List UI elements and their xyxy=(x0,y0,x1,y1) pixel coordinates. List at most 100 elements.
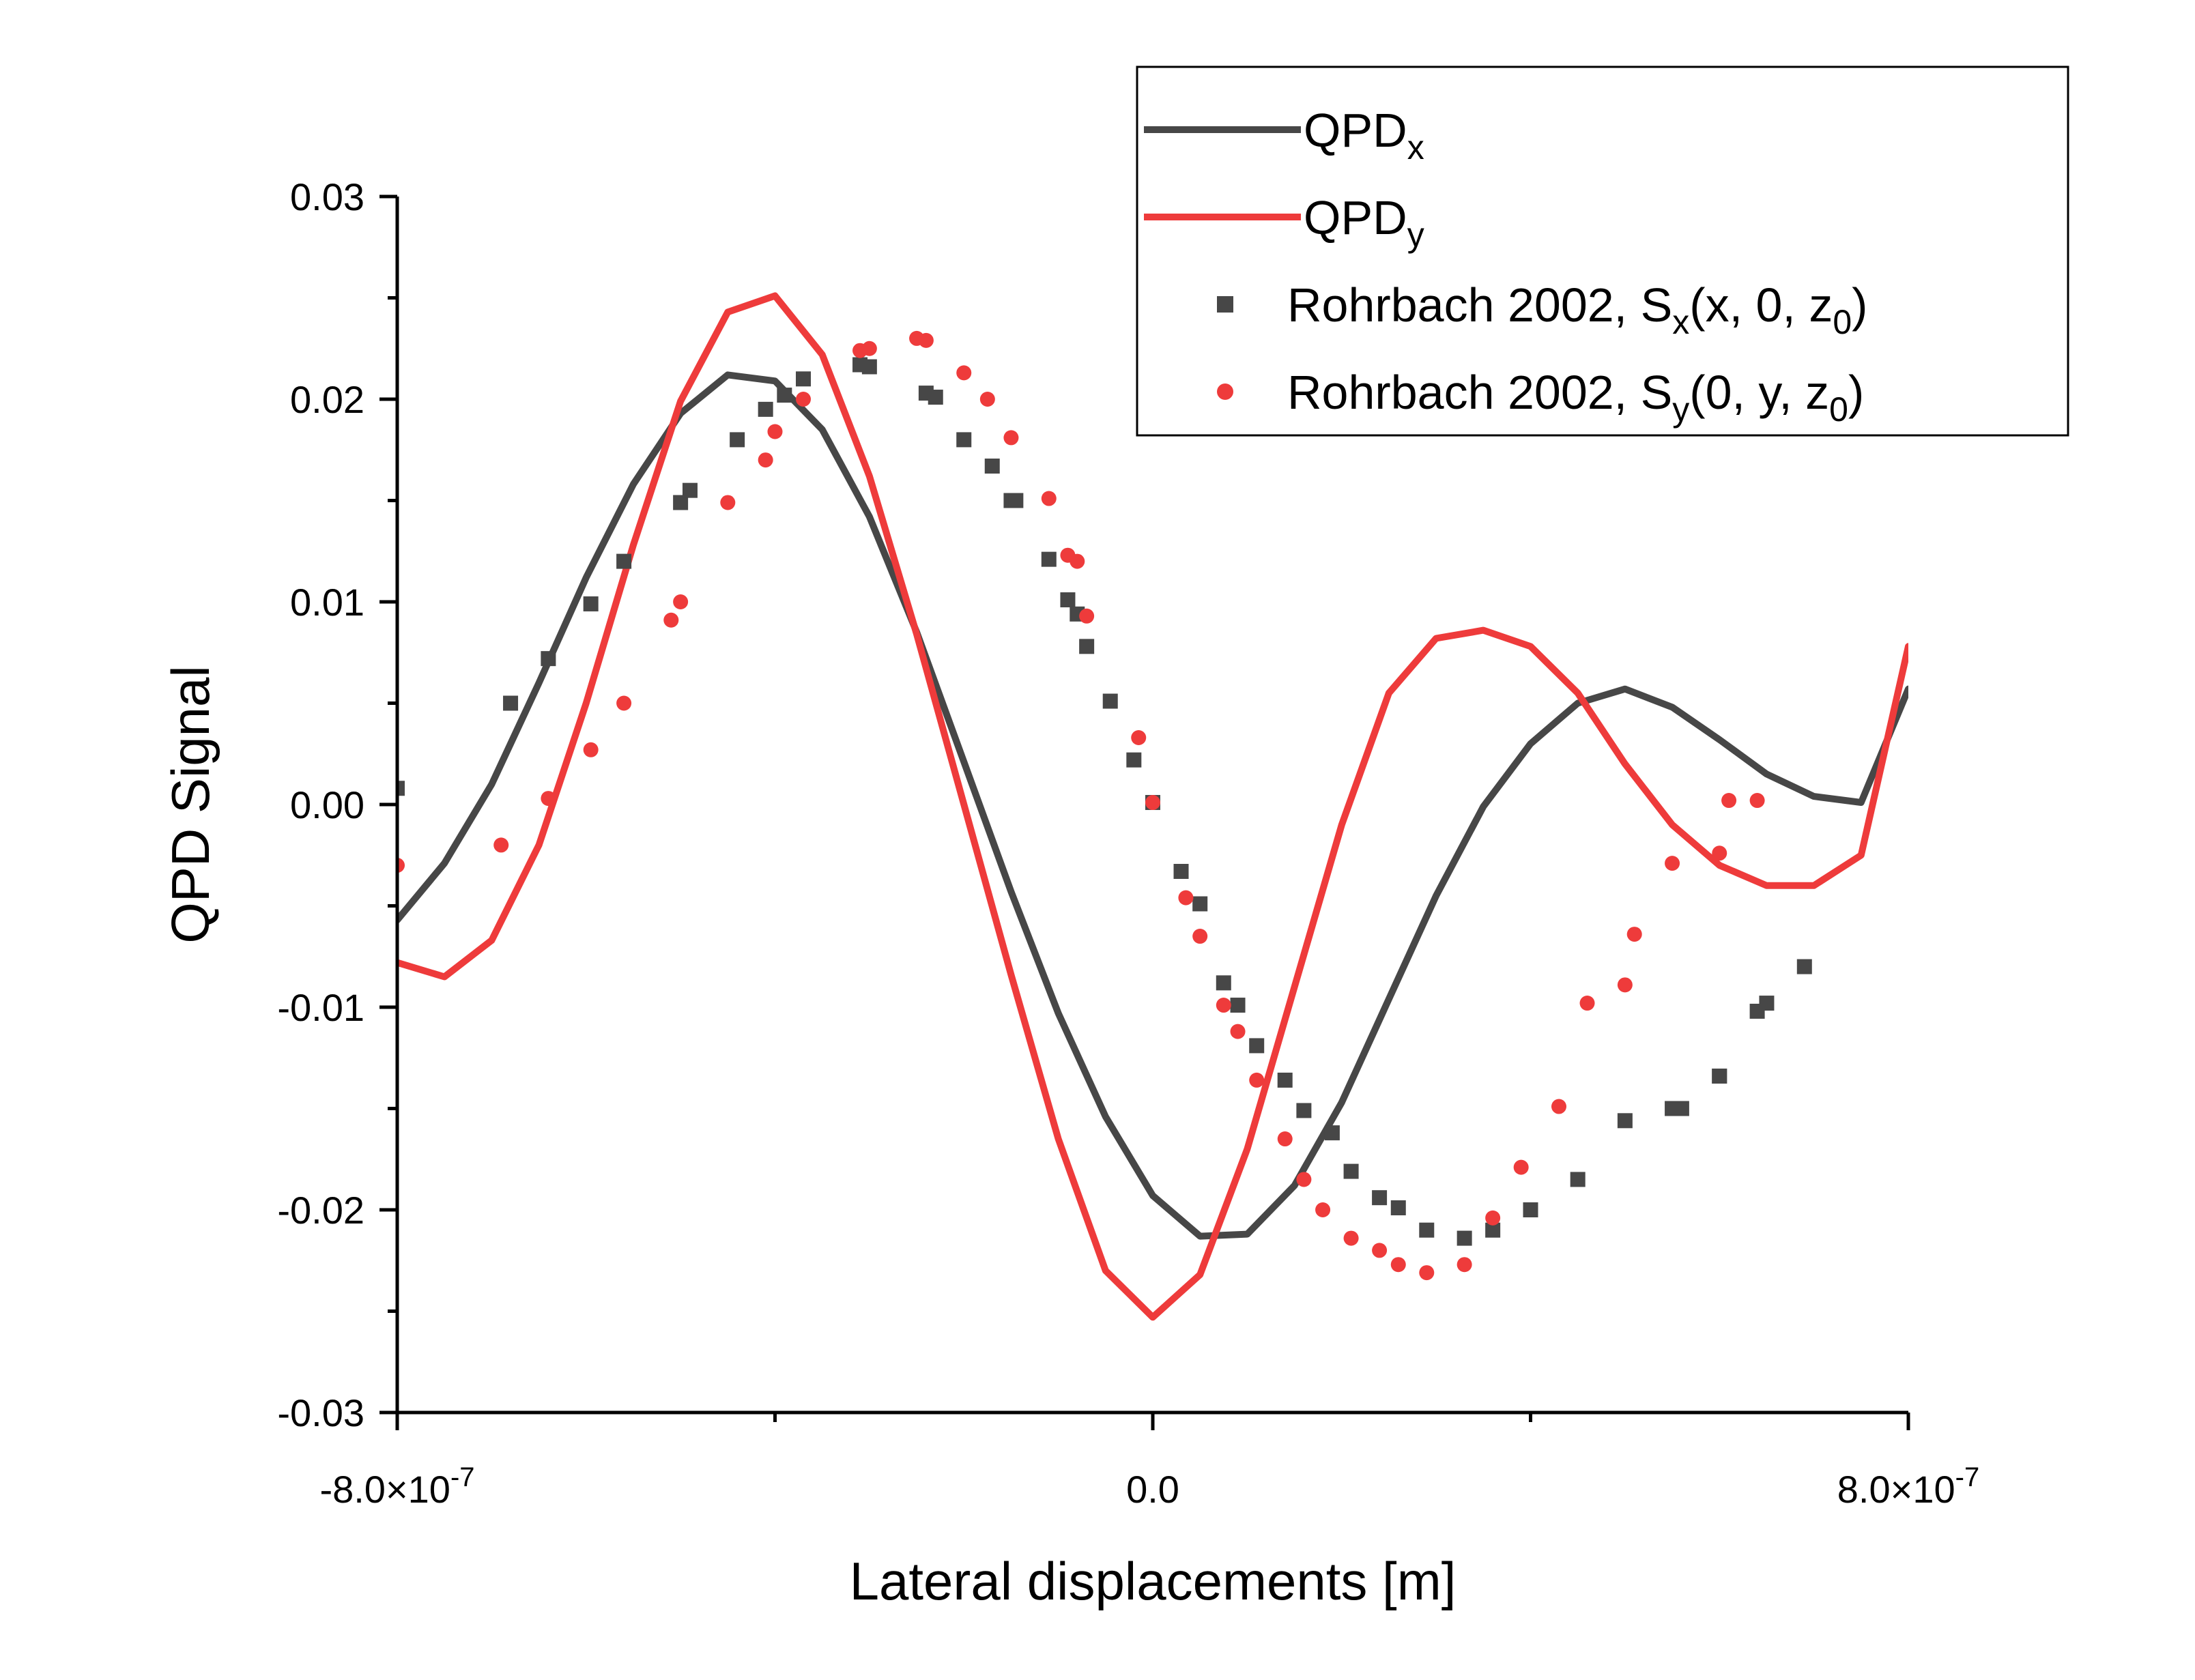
data-point-sx xyxy=(984,459,1000,474)
data-point-sx xyxy=(503,695,519,711)
data-point-sy xyxy=(663,612,679,628)
data-point-sx xyxy=(1570,1172,1586,1187)
data-point-sy xyxy=(1216,998,1231,1013)
data-point-sy xyxy=(1579,996,1595,1011)
data-point-sx xyxy=(956,432,972,448)
data-point-sy xyxy=(673,594,689,609)
data-point-sx xyxy=(1759,996,1775,1011)
data-point-sx xyxy=(673,495,689,510)
data-point-sy xyxy=(1665,856,1680,871)
data-point-sx xyxy=(1372,1190,1388,1206)
data-point-sx xyxy=(1008,493,1024,508)
data-point-sy xyxy=(583,742,599,757)
series-line-y xyxy=(397,292,1908,1321)
data-point-sy xyxy=(1315,1202,1331,1217)
legend-swatch-square xyxy=(1217,296,1233,313)
data-point-sy xyxy=(1145,795,1160,811)
data-point-sy xyxy=(979,392,995,407)
data-point-sx xyxy=(758,401,773,417)
data-point-sy xyxy=(1617,977,1633,993)
data-point-sy xyxy=(1079,608,1095,624)
series-layer xyxy=(397,292,1908,1321)
legend-label: QPDx xyxy=(1304,104,1424,166)
y-tick-label: 0.00 xyxy=(290,783,364,826)
data-point-sy xyxy=(720,495,736,510)
data-point-sy xyxy=(1003,430,1019,446)
data-point-sy xyxy=(1712,845,1727,861)
data-point-sy xyxy=(397,858,405,873)
data-point-sy xyxy=(1419,1265,1435,1281)
data-point-sx xyxy=(928,390,943,405)
data-point-sy xyxy=(1041,491,1057,506)
data-point-sy xyxy=(541,791,556,807)
data-point-sx xyxy=(1079,639,1095,654)
data-point-sx xyxy=(1173,864,1189,880)
data-point-sx xyxy=(1390,1200,1406,1216)
legend: QPDx QPDy Rohrbach 2002, Sx(x, 0, z0) Rohrb… xyxy=(1136,66,2069,437)
axes-layer: 0.03 0.02 0.01 0.00 -0.01 -0.02 -0.03 -8.0×10-7… xyxy=(277,175,1979,1511)
data-point-sx xyxy=(1712,1068,1727,1084)
data-point-sy xyxy=(1485,1210,1501,1226)
y-tick-label: -0.02 xyxy=(277,1189,364,1232)
data-point-sx xyxy=(616,553,632,569)
data-point-sx xyxy=(1041,551,1057,567)
legend-swatch-circle xyxy=(1217,383,1233,400)
data-point-sy xyxy=(1070,553,1085,569)
y-tick-label: -0.03 xyxy=(277,1391,364,1434)
data-point-sy xyxy=(767,424,783,439)
y-tick-label: 0.03 xyxy=(290,175,364,218)
data-point-sx xyxy=(1277,1072,1293,1088)
legend-label: QPDy xyxy=(1304,191,1424,254)
data-point-sx xyxy=(1192,896,1208,912)
data-point-sy xyxy=(493,837,509,853)
y-axis-title: QPD Signal xyxy=(160,665,220,944)
data-point-sy xyxy=(1372,1243,1388,1258)
data-point-sy xyxy=(1178,890,1194,906)
data-point-sx xyxy=(1249,1038,1265,1054)
x-axis-title: Lateral displacements [m] xyxy=(850,1551,1457,1611)
data-point-sx xyxy=(1230,998,1246,1013)
data-point-sy xyxy=(1390,1257,1406,1273)
data-point-sy xyxy=(758,452,773,468)
data-point-sx xyxy=(796,371,812,387)
data-point-sx xyxy=(861,359,877,375)
data-point-sy xyxy=(1626,927,1642,942)
data-point-sx xyxy=(1617,1113,1633,1129)
data-point-sx xyxy=(1485,1222,1501,1238)
data-point-sx xyxy=(777,388,792,403)
data-point-sx xyxy=(1296,1103,1312,1118)
data-point-sx xyxy=(1102,693,1118,709)
data-point-sy xyxy=(796,392,812,407)
data-point-sx xyxy=(1324,1125,1340,1141)
data-point-sx xyxy=(1216,975,1231,991)
x-tick-label: -8.0×10-7 xyxy=(319,1462,474,1511)
data-point-sy xyxy=(1249,1072,1265,1088)
y-tick-label: 0.01 xyxy=(290,581,364,624)
data-point-sy xyxy=(1192,929,1208,944)
data-point-sx xyxy=(1523,1202,1538,1217)
data-point-sy xyxy=(1343,1230,1359,1246)
data-point-sy xyxy=(1230,1024,1246,1039)
data-point-sy xyxy=(1513,1159,1529,1175)
x-tick-label: 8.0×10-7 xyxy=(1837,1462,1979,1511)
data-point-sx xyxy=(1457,1230,1472,1246)
data-point-sy xyxy=(616,695,632,711)
y-tick-label: 0.02 xyxy=(290,378,364,421)
series-line-x xyxy=(397,371,1908,1240)
data-point-sx xyxy=(1419,1222,1435,1238)
legend-label: Rohrbach 2002, Sy(0, y, z0) xyxy=(1287,366,1864,429)
data-point-sy xyxy=(1296,1172,1312,1187)
data-point-sx xyxy=(397,781,405,796)
data-point-sx xyxy=(1060,592,1076,608)
data-point-sy xyxy=(1749,793,1765,809)
data-point-sx xyxy=(1796,959,1812,974)
y-tick-label: -0.01 xyxy=(277,986,364,1029)
data-point-sy xyxy=(1551,1099,1567,1114)
data-point-sx xyxy=(541,651,556,667)
data-point-sy xyxy=(1721,793,1737,809)
data-point-sx xyxy=(730,432,745,448)
data-point-sx xyxy=(1343,1163,1359,1179)
data-point-sy xyxy=(861,341,877,356)
data-point-sx xyxy=(583,596,599,611)
data-point-sy xyxy=(1131,729,1147,745)
